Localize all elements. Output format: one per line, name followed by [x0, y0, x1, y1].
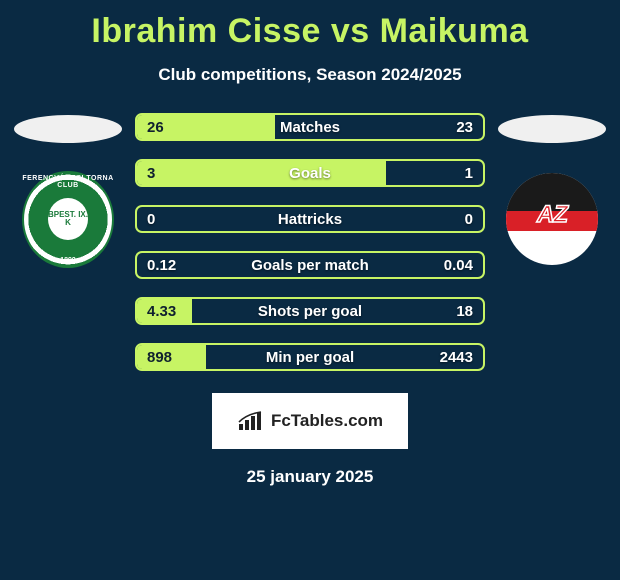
stat-value-right: 23 — [456, 115, 473, 139]
stat-value-right: 0.04 — [444, 253, 473, 277]
stat-label: Min per goal — [137, 345, 483, 369]
stat-bar: 898Min per goal2443 — [135, 343, 485, 371]
infographic-container: Ibrahim Cisse vs Maikuma Club competitio… — [0, 0, 620, 487]
stat-bar: 0Hattricks0 — [135, 205, 485, 233]
ferencvaros-logo: FERENCVÁROSI TORNA CLUB BPEST. IX. K 189… — [22, 171, 114, 268]
stat-value-right: 2443 — [440, 345, 473, 369]
stat-label: Shots per goal — [137, 299, 483, 323]
footer-brand-text: FcTables.com — [271, 411, 383, 431]
player-right-column: AZ — [497, 113, 607, 265]
player-left-avatar — [14, 115, 122, 143]
stat-value-right: 0 — [465, 207, 473, 231]
stat-bar: 4.33Shots per goal18 — [135, 297, 485, 325]
stat-bar: 0.12Goals per match0.04 — [135, 251, 485, 279]
stat-label: Goals — [137, 161, 483, 185]
stat-label: Hattricks — [137, 207, 483, 231]
stat-label: Matches — [137, 115, 483, 139]
footer-brand-badge: FcTables.com — [212, 393, 408, 449]
stat-value-right: 18 — [456, 299, 473, 323]
player-left-club-logo: FERENCVÁROSI TORNA CLUB BPEST. IX. K 189… — [22, 173, 114, 265]
page-title: Ibrahim Cisse vs Maikuma — [0, 12, 620, 51]
fctables-icon — [237, 410, 265, 432]
player-right-avatar — [498, 115, 606, 143]
player-right-club-logo: AZ — [506, 173, 598, 265]
stat-value-right: 1 — [465, 161, 473, 185]
ferencvaros-ring-text: FERENCVÁROSI TORNA CLUB — [22, 175, 114, 189]
comparison-row: FERENCVÁROSI TORNA CLUB BPEST. IX. K 189… — [0, 113, 620, 371]
az-wordmark: AZ — [506, 201, 598, 229]
player-left-column: FERENCVÁROSI TORNA CLUB BPEST. IX. K 189… — [13, 113, 123, 265]
date-label: 25 january 2025 — [0, 467, 620, 487]
page-subtitle: Club competitions, Season 2024/2025 — [0, 65, 620, 85]
stat-bar: 3Goals1 — [135, 159, 485, 187]
stat-label: Goals per match — [137, 253, 483, 277]
stat-bar: 26Matches23 — [135, 113, 485, 141]
ferencvaros-year: 1899 — [22, 257, 114, 264]
stats-column: 26Matches23 3Goals1 0Hattricks0 0.12Goals p… — [135, 113, 485, 371]
